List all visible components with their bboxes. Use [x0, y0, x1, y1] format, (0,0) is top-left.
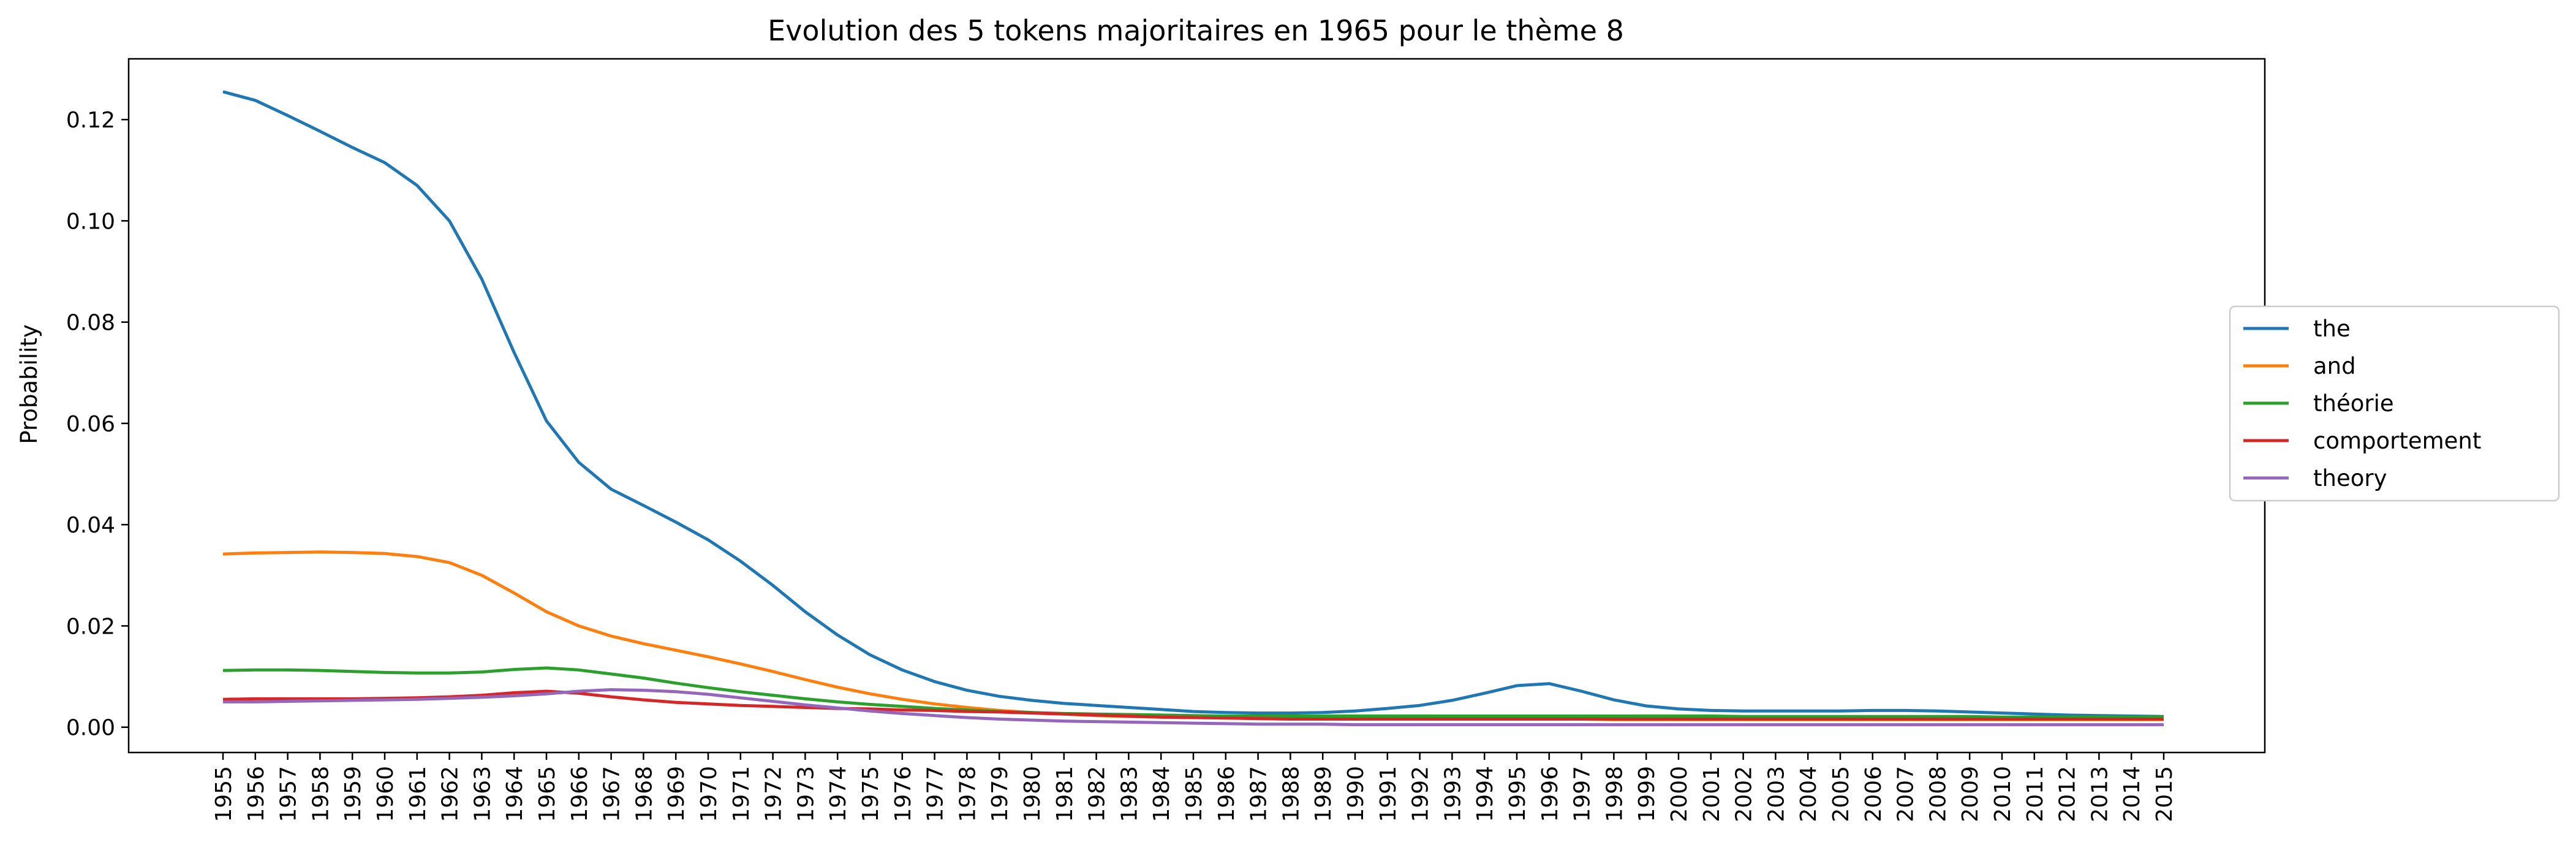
x-tick-label: 1982: [1085, 766, 1110, 822]
plot-area-frame: [127, 58, 2266, 754]
x-tick-label: 1990: [1343, 766, 1369, 822]
y-tick-label: 0.08: [66, 311, 115, 336]
x-tick-label: 1980: [1020, 766, 1045, 822]
x-tick-label: 1960: [373, 766, 398, 822]
x-tick-label: 1970: [697, 766, 722, 822]
x-tick-label: 1997: [1570, 766, 1595, 822]
x-tick-label: 2000: [1667, 766, 1692, 822]
x-tick-label: 2008: [1925, 766, 1951, 822]
x-tick-label: 2006: [1861, 766, 1886, 822]
chart-title: Evolution des 5 tokens majoritaires en 1…: [768, 14, 1624, 47]
x-tick-label: 1987: [1247, 766, 1272, 822]
x-tick-label: 1993: [1440, 766, 1465, 822]
x-tick-label: 1968: [632, 766, 657, 822]
y-axis-ticks: 0.00 0.02 0.04 0.06 0.08 0.10 0.12: [66, 108, 129, 741]
legend-box: [2229, 305, 2560, 502]
x-tick-label: 1981: [1052, 766, 1078, 822]
x-tick-label: 1973: [793, 766, 818, 822]
x-tick-label: 1955: [211, 766, 236, 822]
x-tick-label: 2011: [2023, 766, 2048, 822]
x-tick-label: 2003: [1764, 766, 1789, 822]
x-tick-label: 1959: [341, 766, 366, 822]
x-tick-label: 2012: [2055, 766, 2080, 822]
y-tick-label: 0.04: [66, 513, 115, 538]
x-tick-label: 1995: [1505, 766, 1530, 822]
legend-label-1: and: [2313, 353, 2356, 379]
legend-label-4: theory: [2313, 465, 2387, 491]
x-axis-ticks: 1955 1956 1957 1958 1959 1960 1961 1962 1963 1964…: [211, 753, 2177, 822]
legend-items: the and théorie comportement theory: [2243, 316, 2481, 491]
x-tick-label: 2001: [1699, 766, 1724, 822]
x-tick-label: 1991: [1376, 766, 1401, 822]
series-layer: [222, 90, 2164, 727]
x-tick-label: 1957: [276, 766, 301, 822]
x-tick-label: 1967: [600, 766, 625, 822]
x-tick-label: 1964: [502, 766, 527, 822]
x-tick-label: 1975: [858, 766, 883, 822]
legend: the and théorie comportement theory: [2229, 305, 2560, 502]
series-line-3: [222, 689, 2164, 721]
legend-label-2: théorie: [2313, 390, 2394, 417]
legend-label-3: comportement: [2313, 428, 2481, 454]
x-tick-label: 1969: [664, 766, 689, 822]
x-tick-label: 1985: [1182, 766, 1207, 822]
x-tick-label: 1963: [470, 766, 495, 822]
x-tick-label: 1998: [1602, 766, 1627, 822]
y-tick-label: 0.00: [66, 716, 115, 741]
x-tick-label: 1992: [1408, 766, 1433, 822]
x-tick-label: 2005: [1829, 766, 1854, 822]
x-tick-label: 2014: [2120, 766, 2145, 822]
x-tick-label: 1983: [1117, 766, 1142, 822]
x-tick-label: 1958: [308, 766, 333, 822]
x-tick-label: 1966: [567, 766, 592, 822]
y-tick-label: 0.06: [66, 412, 115, 437]
x-tick-label: 1989: [1311, 766, 1336, 822]
x-tick-label: 1974: [826, 766, 851, 822]
x-tick-label: 1971: [729, 766, 754, 822]
x-tick-label: 2004: [1796, 766, 1821, 822]
x-tick-label: 2010: [1990, 766, 2015, 822]
x-tick-label: 1961: [406, 766, 431, 822]
x-tick-label: 2015: [2152, 766, 2177, 822]
x-tick-label: 1986: [1214, 766, 1239, 822]
x-tick-label: 1988: [1279, 766, 1304, 822]
x-tick-label: 2002: [1732, 766, 1757, 822]
x-tick-label: 2007: [1894, 766, 1919, 822]
series-line-2: [222, 666, 2164, 719]
series-line-0: [222, 90, 2164, 718]
x-tick-label: 1996: [1538, 766, 1563, 822]
x-tick-label: 1965: [535, 766, 560, 822]
x-tick-label: 2013: [2087, 766, 2112, 822]
y-tick-label: 0.02: [66, 614, 115, 639]
x-tick-label: 1977: [923, 766, 948, 822]
x-tick-label: 1962: [438, 766, 463, 822]
x-tick-label: 2009: [1958, 766, 1983, 822]
y-tick-label: 0.12: [66, 108, 115, 133]
x-tick-label: 1976: [891, 766, 916, 822]
x-tick-label: 1994: [1473, 766, 1498, 822]
y-axis-label: Probability: [16, 324, 42, 444]
y-tick-label: 0.10: [66, 209, 115, 234]
x-tick-label: 1956: [244, 766, 269, 822]
series-line-4: [223, 688, 2164, 727]
x-tick-label: 1979: [988, 766, 1013, 822]
x-tick-label: 1978: [955, 766, 980, 822]
x-tick-label: 1972: [761, 766, 787, 822]
x-tick-label: 1984: [1149, 766, 1174, 822]
x-tick-label: 1999: [1634, 766, 1660, 822]
legend-label-0: the: [2313, 316, 2351, 342]
